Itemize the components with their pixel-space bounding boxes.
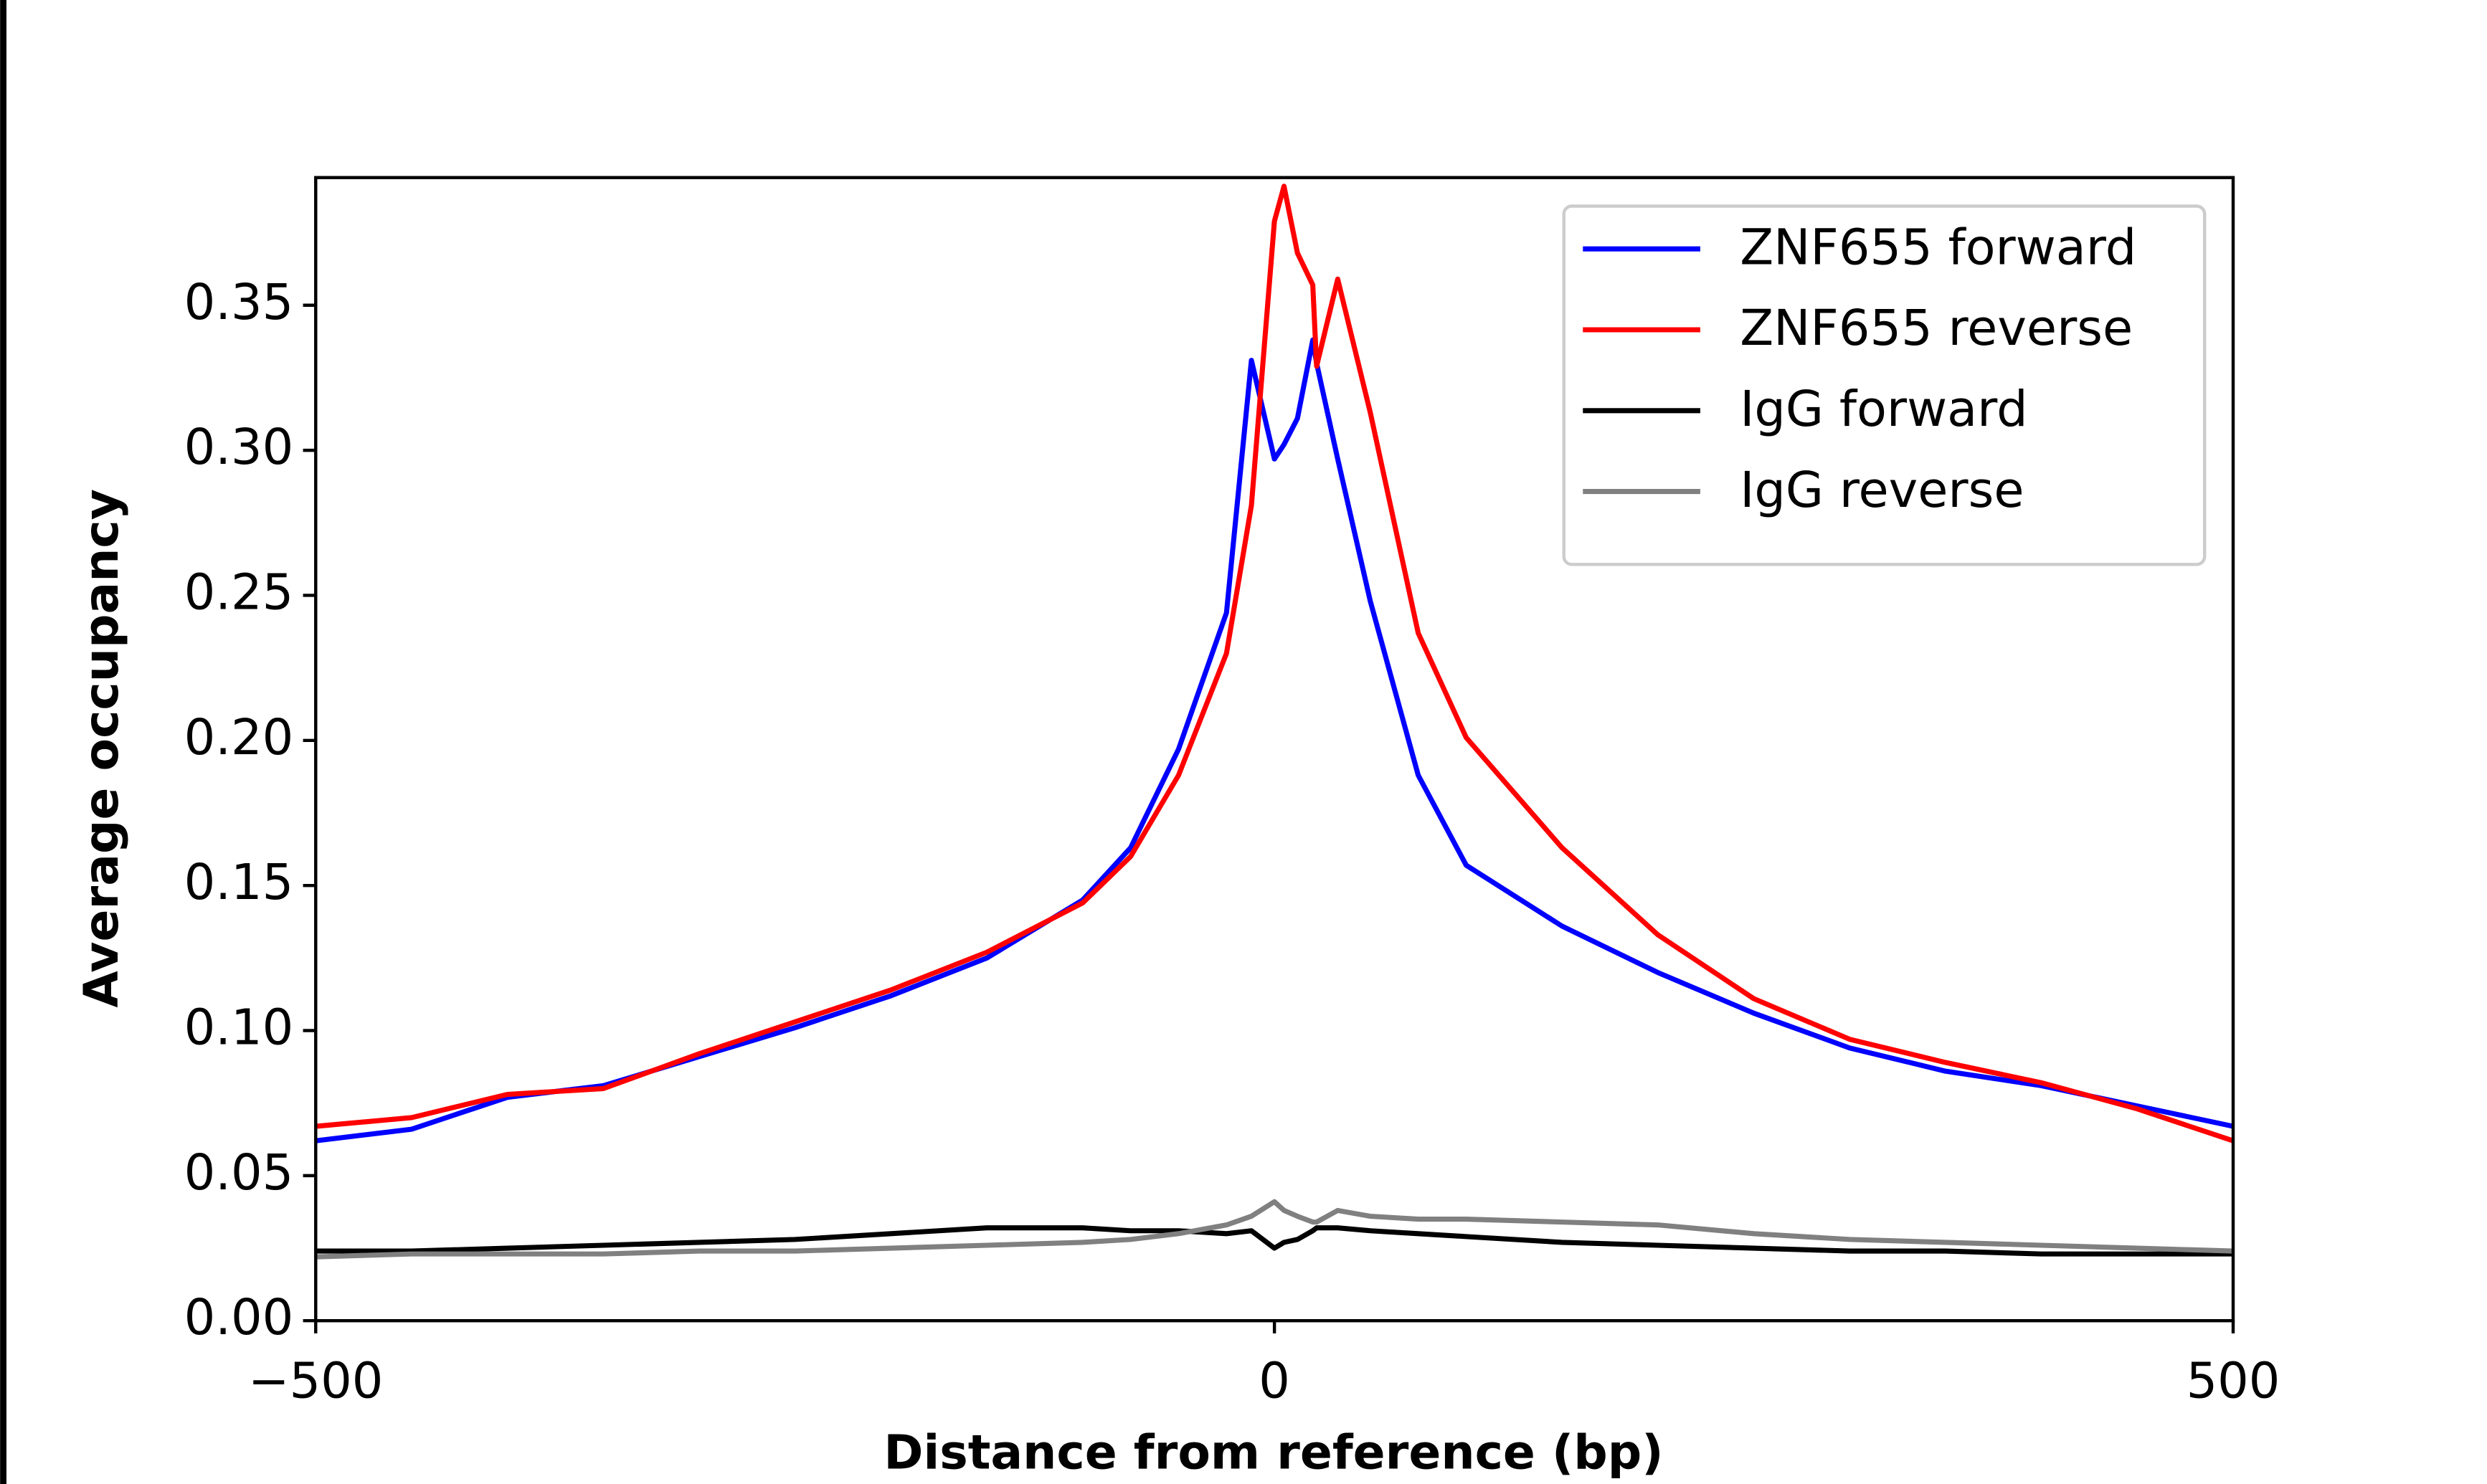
legend-box	[1562, 204, 2207, 566]
y-tick-label: 0.05	[184, 1144, 294, 1202]
legend-label: IgG reverse	[1740, 462, 2024, 519]
y-axis-title: Average occupancy	[73, 489, 129, 1008]
y-tick-label: 0.00	[184, 1289, 294, 1346]
data-line	[316, 1225, 2234, 1257]
x-tick-label: 0	[1259, 1353, 1290, 1410]
data-line	[316, 1199, 2234, 1260]
x-axis-title: Distance from reference (bp)	[884, 1424, 1663, 1480]
data-line	[315, 184, 2235, 1143]
y-tick-label: 0.25	[184, 563, 294, 621]
legend-label: ZNF655 reverse	[1740, 300, 2133, 357]
legend-label: ZNF655 forward	[1740, 219, 2136, 276]
y-tick-label: 0.10	[184, 999, 294, 1057]
left-edge	[0, 0, 7, 1484]
y-tick-label: 0.15	[184, 854, 294, 911]
data-line	[315, 337, 2234, 1143]
legend-label: IgG forward	[1740, 381, 2027, 438]
y-tick-label: 0.30	[184, 419, 294, 476]
x-tick-label: −500	[248, 1353, 383, 1410]
x-tick-label: 500	[2187, 1353, 2280, 1410]
y-tick-label: 0.20	[184, 709, 294, 766]
y-tick-label: 0.35	[184, 274, 294, 331]
